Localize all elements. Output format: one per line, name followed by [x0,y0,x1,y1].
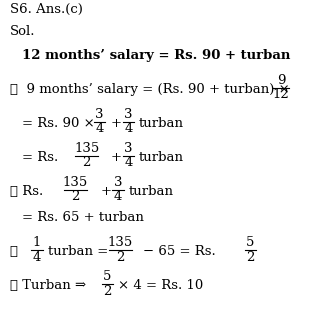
Text: 12 months’ salary = Rs. 90 + turban: 12 months’ salary = Rs. 90 + turban [22,49,291,62]
Text: ∴ Rs.: ∴ Rs. [10,185,43,198]
Text: turban: turban [139,151,184,164]
Text: 1: 1 [33,236,41,249]
Text: = Rs.: = Rs. [22,151,59,164]
Text: 5: 5 [246,236,255,249]
Text: 3: 3 [114,176,122,189]
Text: − 65 = Rs.: − 65 = Rs. [143,245,216,258]
Text: ∴: ∴ [10,245,18,258]
Text: 135: 135 [63,176,88,189]
Text: turban =: turban = [48,245,108,258]
Text: 4: 4 [124,156,133,169]
Text: 3: 3 [95,108,104,121]
Text: 2: 2 [82,156,91,169]
Text: 12: 12 [273,88,289,101]
Text: 9: 9 [277,74,285,87]
Text: 2: 2 [103,285,112,298]
Text: 2: 2 [116,251,125,264]
Text: 3: 3 [124,142,133,155]
Text: ∴  9 months’ salary = (Rs. 90 + turban) ×: ∴ 9 months’ salary = (Rs. 90 + turban) × [10,83,289,96]
Text: = Rs. 65 + turban: = Rs. 65 + turban [22,211,144,224]
Text: = Rs. 90 ×: = Rs. 90 × [22,117,95,130]
Text: +: + [111,151,122,164]
Text: 135: 135 [108,236,133,249]
Text: 4: 4 [95,122,104,135]
Text: 4: 4 [114,190,122,203]
Text: 5: 5 [103,270,112,283]
Text: 3: 3 [124,108,133,121]
Text: S6. Ans.(c): S6. Ans.(c) [10,3,82,16]
Text: +: + [101,185,112,198]
Text: +: + [111,117,122,130]
Text: 4: 4 [124,122,133,135]
Text: ∴ Turban ⇒: ∴ Turban ⇒ [10,279,86,292]
Text: turban: turban [139,117,184,130]
Text: turban: turban [128,185,173,198]
Text: × 4 = Rs. 10: × 4 = Rs. 10 [118,279,204,292]
Text: Sol.: Sol. [10,25,35,38]
Text: 2: 2 [246,251,255,264]
Text: 135: 135 [74,142,99,155]
Text: 2: 2 [71,190,80,203]
Text: 4: 4 [33,251,41,264]
